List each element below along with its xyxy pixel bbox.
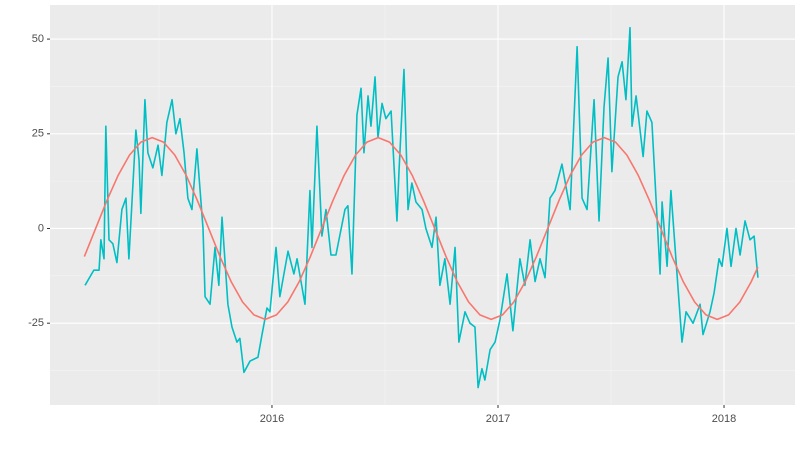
y-tick-label: -25 [28, 317, 44, 329]
y-tick-label: 50 [32, 33, 44, 45]
series-line [83, 136, 759, 321]
x-tick-label: 2018 [712, 413, 736, 425]
plot-panel [50, 5, 795, 405]
series-line [84, 26, 759, 389]
y-tick-label: 25 [32, 128, 44, 140]
y-tick-label: 0 [38, 222, 44, 234]
x-tick-label: 2017 [486, 413, 510, 425]
x-tick-label: 2016 [260, 413, 284, 425]
